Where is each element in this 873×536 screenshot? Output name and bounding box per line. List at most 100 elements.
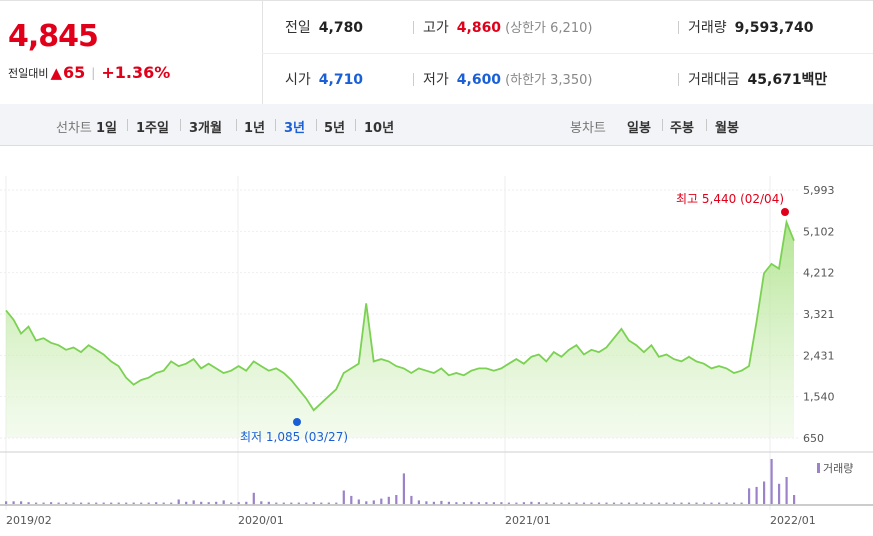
volume-bar <box>470 501 473 505</box>
divider <box>316 119 317 131</box>
volume-bar <box>327 502 330 504</box>
divider <box>678 21 679 34</box>
volume-bar <box>515 502 518 504</box>
volume-bar <box>522 502 525 504</box>
volume-bar <box>177 499 180 504</box>
volume-bar <box>380 498 383 504</box>
volume-bar <box>365 501 368 504</box>
volume-bar <box>635 502 638 504</box>
candle-chart-label: 봉차트 <box>570 121 606 136</box>
volume-bar <box>785 477 788 504</box>
candle-weekly[interactable]: 주봉 <box>670 121 694 136</box>
volume-bar <box>425 501 428 504</box>
stats-row-divider <box>262 53 873 54</box>
price-line <box>5 218 795 412</box>
volume-bar <box>552 502 555 504</box>
volume-bar <box>72 502 75 504</box>
candle-daily[interactable]: 일봉 <box>627 121 651 136</box>
volume-bar <box>282 502 285 504</box>
stat-sub: (하한가 3,350) <box>505 73 593 88</box>
volume-bar <box>507 502 510 504</box>
volume-bar <box>575 502 578 504</box>
volume-bar <box>733 502 736 504</box>
volume-bar <box>215 501 218 505</box>
stat-low: 저가 4,600 (하한가 3,350) <box>423 69 592 89</box>
stat-label: 거래대금 <box>688 72 740 88</box>
change-label: 전일대비 <box>8 66 49 80</box>
chart-toolbar: 선차트 1일 1주일 3개월 1년 3년 5년 10년 봉차트 일봉 주봉 월봉 <box>0 104 873 146</box>
stat-label: 고가 <box>423 20 449 36</box>
stat-value: 45,671백만 <box>747 72 828 88</box>
stat-label: 저가 <box>423 72 449 88</box>
volume-bar <box>87 502 90 504</box>
stat-volume: 거래량 9,593,740 <box>688 17 813 37</box>
min-annotation: 최저 1,085 (03/27) <box>240 430 348 444</box>
volume-bar <box>192 500 195 504</box>
divider <box>127 119 128 131</box>
volume-bar <box>290 502 293 504</box>
period-1w[interactable]: 1주일 <box>136 121 169 136</box>
period-5y[interactable]: 5년 <box>324 121 346 136</box>
max-annotation: 최고 5,440 (02/04) <box>676 192 784 206</box>
volume-bar <box>275 502 278 504</box>
stat-high: 고가 4,860 (상한가 6,210) <box>423 17 592 37</box>
stat-label: 시가 <box>285 72 311 88</box>
volume-bar <box>710 502 713 504</box>
volume-bar <box>57 502 60 504</box>
grid <box>0 176 873 510</box>
volume-bar <box>320 502 323 504</box>
volume-bar <box>680 502 683 504</box>
volume-bars <box>5 459 796 505</box>
stat-label: 전일 <box>285 20 311 36</box>
x-tick-label: 2020/01 <box>238 514 284 527</box>
volume-bar <box>12 501 15 504</box>
y-tick-label: 1,540 <box>803 391 835 404</box>
volume-bar <box>125 502 128 504</box>
divider <box>355 119 356 131</box>
volume-bar <box>102 502 105 504</box>
volume-bar <box>590 502 593 504</box>
volume-bar <box>155 502 158 504</box>
volume-bar <box>305 502 308 504</box>
volume-bar <box>455 502 458 504</box>
volume-legend: 거래량 <box>823 462 853 475</box>
volume-bar <box>740 502 743 504</box>
volume-bar <box>170 502 173 504</box>
stat-value: 4,600 <box>456 72 502 88</box>
volume-bar <box>642 502 646 504</box>
volume-bar <box>260 501 263 504</box>
stat-trade-value: 거래대금 45,671백만 <box>688 69 827 89</box>
volume-bar <box>372 500 375 504</box>
volume-bar <box>387 496 390 504</box>
volume-bar <box>650 502 653 504</box>
period-1d[interactable]: 1일 <box>96 121 118 136</box>
volume-bar <box>462 502 465 504</box>
volume-bar <box>477 502 480 504</box>
volume-bar <box>245 501 248 505</box>
candle-monthly[interactable]: 월봉 <box>715 121 739 136</box>
volume-bar <box>545 502 548 504</box>
volume-bar <box>793 495 796 504</box>
period-10y[interactable]: 10년 <box>364 121 395 136</box>
volume-bar <box>357 499 360 504</box>
volume-bar <box>27 502 30 504</box>
volume-bar <box>582 502 586 504</box>
volume-bar <box>597 502 601 504</box>
y-tick-label: 5,102 <box>803 225 835 238</box>
x-tick-label: 2022/01 <box>770 514 816 527</box>
change-amount: 65 <box>63 63 86 82</box>
volume-bar <box>132 502 135 504</box>
volume-bar <box>560 502 563 504</box>
period-3m[interactable]: 3개월 <box>189 121 222 136</box>
volume-bar <box>140 502 143 504</box>
period-1y[interactable]: 1년 <box>244 121 266 136</box>
period-3y[interactable]: 3년 <box>284 121 306 136</box>
min-marker <box>293 418 301 426</box>
volume-bar <box>20 501 23 504</box>
volume-bar <box>763 481 766 504</box>
volume-legend-swatch <box>817 463 820 473</box>
volume-bar <box>110 502 113 504</box>
volume-bar <box>755 486 758 504</box>
volume-bar <box>530 501 533 505</box>
line-chart-label: 선차트 <box>56 121 92 136</box>
